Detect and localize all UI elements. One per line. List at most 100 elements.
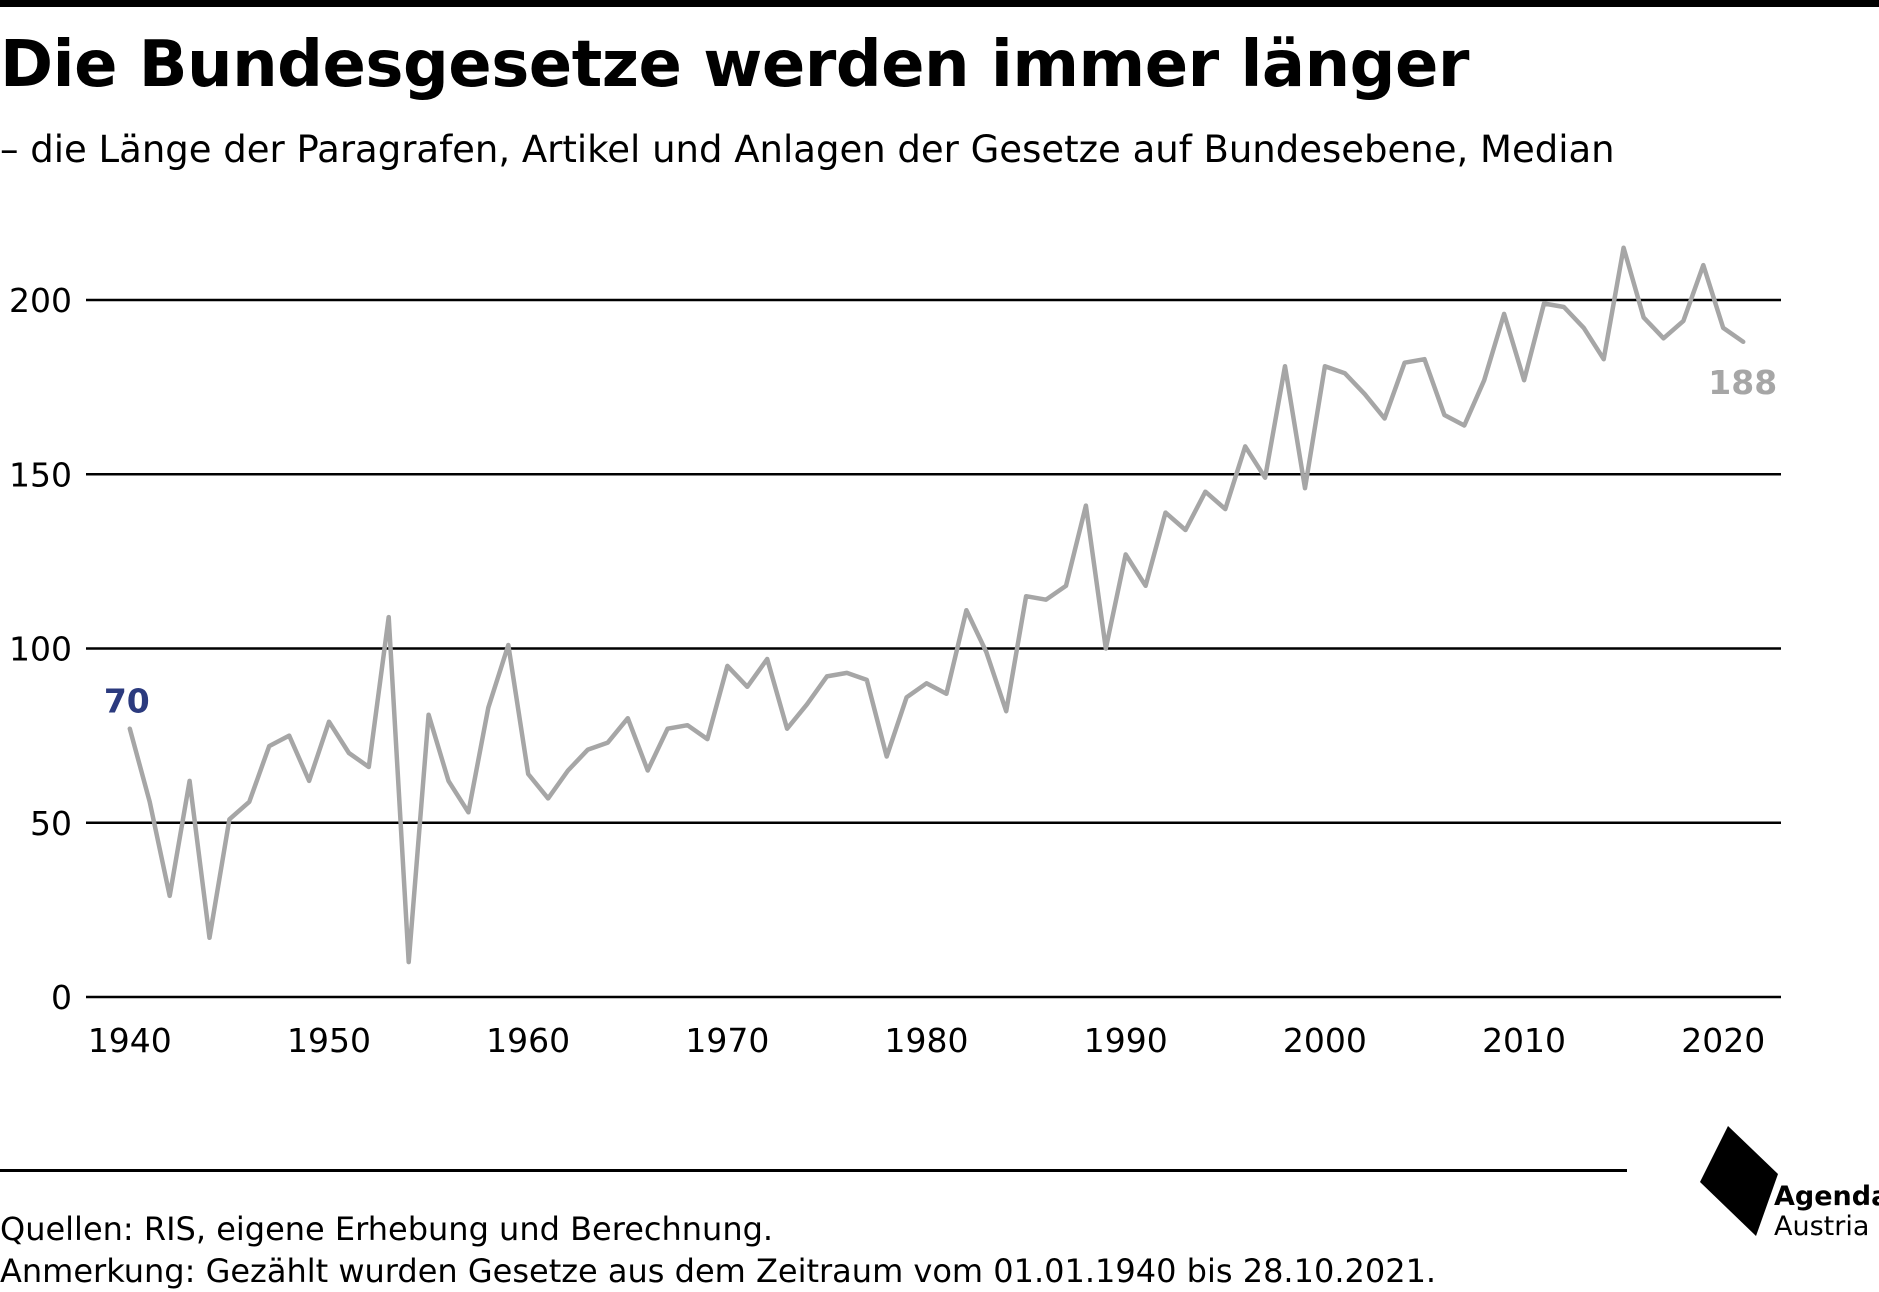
x-tick-label: 1990 (1084, 1021, 1168, 1060)
x-tick-label: 1950 (287, 1021, 371, 1060)
x-tick-label: 1960 (486, 1021, 570, 1060)
x-tick-label: 1980 (885, 1021, 969, 1060)
data-point (287, 734, 291, 738)
data-point (187, 779, 192, 783)
data-point (1104, 646, 1108, 651)
note-text: Anmerkung: Gezählt wurden Gesetze aus de… (0, 1252, 1437, 1290)
data-point (148, 800, 152, 804)
data-point (1183, 528, 1188, 532)
data-point (407, 960, 411, 964)
data-point (1721, 326, 1725, 330)
data-point (1681, 319, 1686, 323)
data-point (606, 740, 610, 745)
data-point (1163, 510, 1168, 515)
data-point (1402, 361, 1407, 365)
data-point (1622, 246, 1626, 250)
footer-rule (0, 1169, 1627, 1172)
data-point (486, 706, 490, 710)
y-tick-label: 50 (30, 804, 72, 843)
data-point (1701, 263, 1705, 267)
chart-title: Die Bundesgesetze werden immer länger (0, 28, 1469, 102)
data-point (685, 723, 690, 727)
data-point (905, 695, 909, 699)
annotations: 70 188 (104, 363, 1777, 721)
data-point (1462, 423, 1466, 428)
data-point (207, 936, 212, 940)
data-point (725, 664, 729, 668)
data-point (327, 720, 331, 724)
data-point (1442, 413, 1446, 417)
data-point (1741, 340, 1745, 344)
data-point (247, 800, 251, 804)
data-point (1422, 357, 1427, 361)
y-tick-label: 0 (51, 978, 72, 1017)
data-point (785, 727, 789, 731)
data-point (1084, 504, 1088, 508)
data-point (984, 650, 988, 654)
data-point (1602, 357, 1606, 361)
x-tick-label: 2010 (1482, 1021, 1566, 1060)
x-tick-label: 2020 (1681, 1021, 1765, 1060)
logo-line-2: Austria (1774, 1211, 1870, 1242)
data-point (1323, 364, 1327, 368)
data-point (845, 671, 849, 675)
data-point (128, 727, 132, 731)
data-point (387, 615, 391, 619)
data-point (1243, 444, 1247, 448)
agenda-austria-logo-icon (1700, 1126, 1778, 1236)
data-point (885, 754, 889, 759)
data-point (705, 737, 710, 741)
x-tick-label: 1970 (685, 1021, 769, 1060)
gridlines (86, 298, 1781, 999)
data-point (665, 727, 670, 731)
data-point (964, 608, 968, 612)
data-point (1064, 584, 1068, 588)
data-point (1641, 315, 1646, 320)
data-point (1024, 594, 1028, 598)
x-tick-label: 1940 (88, 1021, 172, 1060)
data-point (1562, 305, 1566, 309)
data-point (1004, 709, 1008, 713)
data-point (1383, 416, 1387, 421)
top-rule (0, 0, 1879, 7)
data-point (506, 643, 510, 647)
data-point (267, 744, 271, 748)
data-point (1542, 301, 1546, 306)
y-tick-label: 100 (9, 630, 72, 669)
data-point (1044, 598, 1048, 602)
data-point (168, 894, 172, 898)
data-point (1203, 490, 1207, 494)
x-axis-tick-labels: 1940 1950 1960 1970 1980 1990 2000 2010 2020 (88, 1021, 1765, 1060)
data-point (626, 716, 630, 720)
data-point (1303, 486, 1307, 490)
data-point (1263, 476, 1267, 480)
data-point (566, 768, 570, 773)
data-point (347, 751, 351, 755)
y-tick-label: 150 (9, 455, 72, 494)
data-point (227, 817, 232, 821)
data-point (1283, 364, 1287, 368)
data-point (865, 678, 869, 682)
x-tick-label: 2000 (1283, 1021, 1367, 1060)
data-point (426, 713, 431, 717)
data-point (1363, 392, 1367, 396)
data-point (1661, 336, 1666, 340)
data-point (1522, 378, 1526, 382)
line-chart: 0 50 100 150 200 1940 1950 1960 1970 1980 1990 200… (9, 245, 1781, 1060)
logo-wordmark: Agenda Austria (1774, 1182, 1879, 1242)
y-axis-tick-labels: 0 50 100 150 200 (9, 281, 72, 1017)
data-point (367, 765, 371, 769)
data-point (944, 692, 949, 696)
data-point (1502, 312, 1506, 316)
annotation-label: 188 (1708, 363, 1777, 402)
data-point (1124, 552, 1128, 557)
data-point (805, 702, 809, 706)
series-line-0 (127, 245, 1746, 965)
data-point (546, 796, 550, 800)
data-point (1144, 584, 1148, 588)
data-point (765, 657, 769, 661)
data-point (1343, 371, 1347, 375)
data-point (825, 674, 829, 678)
series-layer (127, 245, 1746, 965)
data-point (1582, 326, 1586, 330)
